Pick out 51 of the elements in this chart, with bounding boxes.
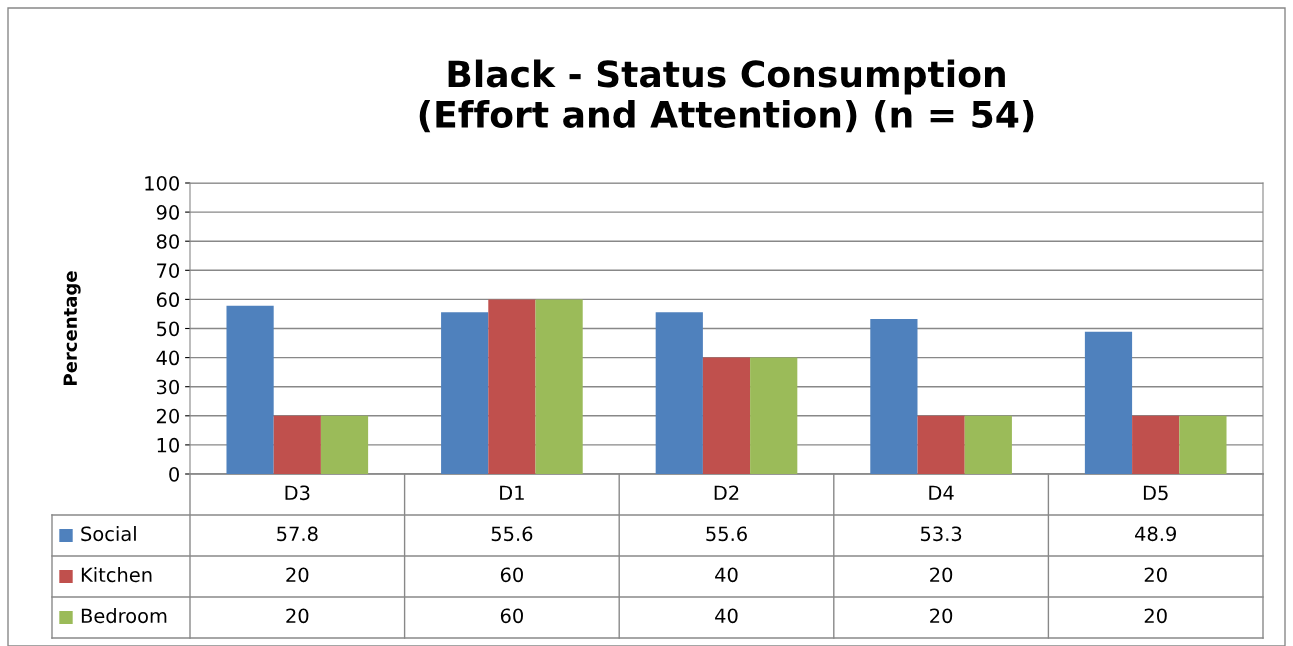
data-label: 20 (1144, 608, 1167, 624)
bar (273, 415, 321, 474)
y-tick-label: 80 (156, 234, 179, 249)
y-axis-title: Percentage (63, 271, 81, 385)
legend-label: Kitchen (81, 567, 152, 583)
bar (870, 318, 918, 474)
bar (702, 357, 751, 474)
y-tick-label: 10 (157, 437, 179, 453)
data-label: 20 (286, 567, 309, 583)
data-label: 20 (930, 608, 953, 624)
bar (320, 415, 369, 474)
x-tick-label: D2 (714, 485, 739, 500)
y-tick-label: 0 (169, 466, 179, 482)
data-label: 60 (500, 608, 523, 624)
bar (964, 415, 1012, 474)
y-tick-label: 30 (157, 379, 179, 395)
data-label: 20 (930, 567, 953, 583)
bar (917, 415, 965, 474)
data-label: 20 (1144, 567, 1167, 583)
chart-title: Black - Status Consumption (Effort and Attention) (n = 54) (419, 59, 1034, 133)
y-tick-label: 50 (157, 321, 179, 337)
x-tick-label: D1 (500, 485, 524, 500)
data-label: 40 (715, 608, 738, 624)
x-tick-label: D5 (1143, 485, 1168, 501)
bar (655, 312, 703, 474)
y-tick-label: 60 (156, 292, 179, 308)
legend-label: Social (81, 526, 136, 542)
bar (1084, 331, 1133, 474)
data-label: 57.8 (277, 526, 318, 542)
bar (750, 357, 798, 474)
legend-label: Bedroom (81, 608, 167, 624)
data-label: 40 (715, 567, 738, 583)
x-tick-label: D4 (929, 485, 954, 500)
data-label: 53.3 (920, 526, 962, 542)
bar (441, 312, 489, 474)
bar (488, 299, 536, 474)
data-label: 55.6 (706, 526, 747, 542)
bar (1179, 415, 1227, 474)
data-label: 48.9 (1135, 526, 1176, 542)
y-tick-label: 40 (156, 350, 179, 366)
y-tick-label: 90 (156, 205, 179, 220)
data-label: 60 (500, 567, 523, 583)
y-tick-label: 70 (157, 263, 179, 278)
y-tick-label: 20 (156, 408, 179, 424)
bar (226, 305, 274, 474)
data-label: 55.6 (491, 526, 533, 542)
data-label: 20 (286, 608, 309, 624)
y-tick-label: 100 (145, 175, 179, 191)
x-tick-label: D3 (285, 485, 310, 501)
bar (535, 299, 583, 474)
bar (1132, 415, 1180, 474)
